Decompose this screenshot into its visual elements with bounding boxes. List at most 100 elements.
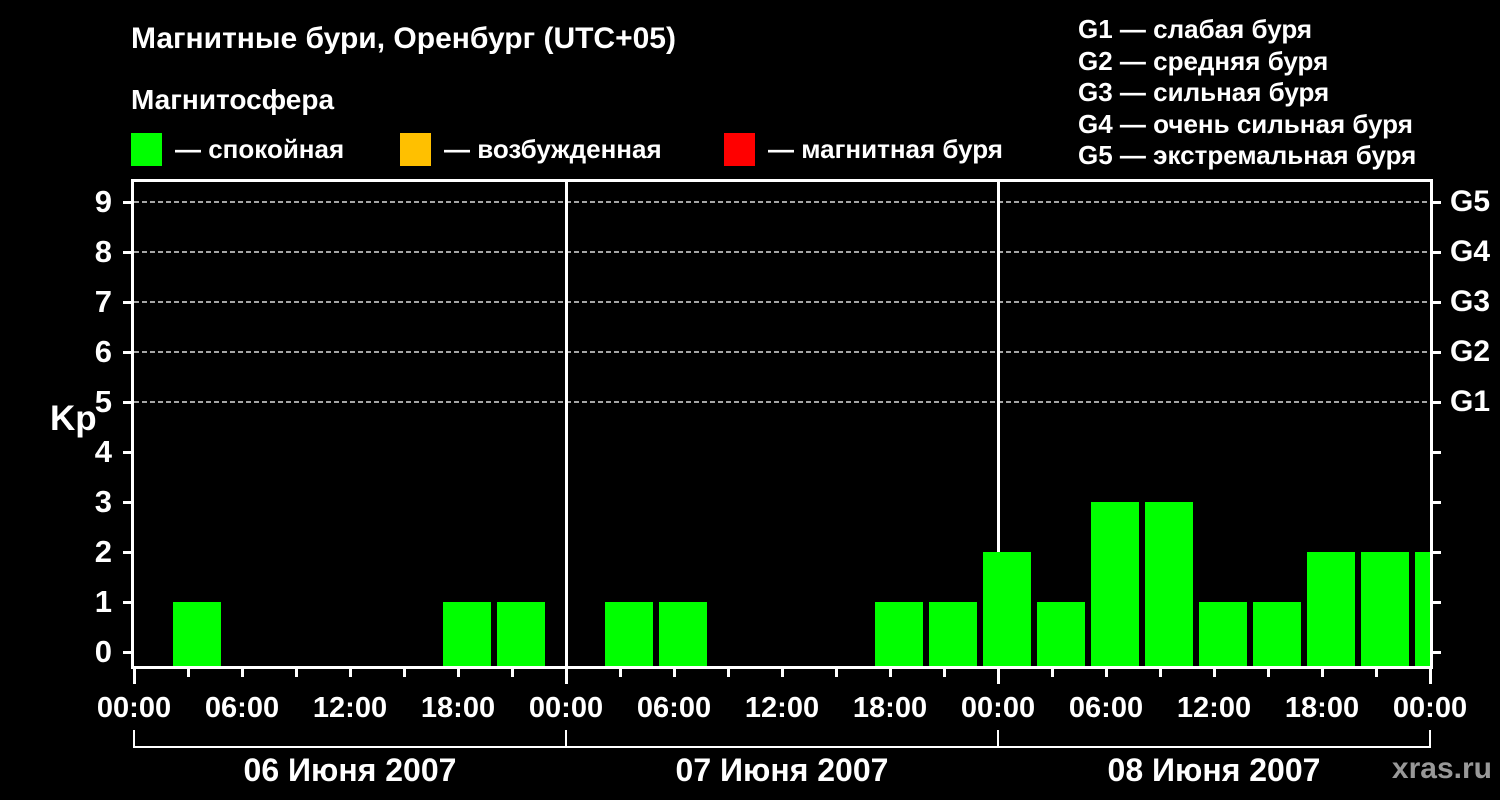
watermark: xras.ru — [1391, 752, 1492, 785]
storm-scale-g1: G1 — слабая буря — [1078, 14, 1313, 44]
y-tick-right — [1433, 350, 1441, 354]
date-bracket-riser — [1429, 730, 1431, 748]
kp-bar — [1253, 602, 1301, 666]
storm-color-swatch — [724, 133, 755, 166]
y-tick-label: 3 — [94, 484, 112, 519]
kp-bar — [929, 602, 977, 666]
plot-border — [131, 179, 1433, 669]
x-tick-minor — [510, 669, 514, 677]
gridline-kp5 — [134, 401, 1430, 403]
date-bracket — [133, 746, 1431, 748]
y-tick-right — [1433, 450, 1441, 454]
x-tick-label: 12:00 — [744, 692, 820, 724]
day-separator — [996, 182, 1000, 666]
x-tick-label: 18:00 — [852, 692, 928, 724]
gridline-kp8 — [134, 251, 1430, 253]
kp-bar — [173, 602, 221, 666]
x-tick-label: 00:00 — [1392, 692, 1468, 724]
x-tick-label: 00:00 — [528, 692, 604, 724]
kp-bar — [443, 602, 491, 666]
y-axis-label: Kp — [50, 399, 97, 438]
x-tick-major — [132, 669, 136, 684]
x-tick-minor — [348, 669, 352, 677]
right-axis-g-label: G5 — [1450, 185, 1491, 218]
legend-item-storm: — магнитная буря — [724, 133, 1003, 166]
x-tick-minor — [402, 669, 406, 677]
gridline-kp7 — [134, 301, 1430, 303]
x-tick-minor — [780, 669, 784, 677]
y-tick-left — [123, 600, 131, 604]
y-tick-right — [1433, 650, 1441, 654]
x-tick-minor — [1266, 669, 1270, 677]
y-tick-left — [123, 550, 131, 554]
legend-excited-label: — возбужденная — [444, 134, 662, 164]
y-tick-label: 7 — [94, 284, 112, 319]
y-tick-label: 1 — [94, 584, 112, 619]
y-tick-label: 8 — [94, 234, 112, 269]
x-tick-minor — [888, 669, 892, 677]
y-tick-left — [123, 250, 131, 254]
x-tick-minor — [186, 669, 190, 677]
x-tick-label: 18:00 — [1284, 692, 1360, 724]
kp-bar — [875, 602, 923, 666]
legend-storm-label: — магнитная буря — [768, 134, 1003, 164]
x-tick-minor — [726, 669, 730, 677]
y-tick-left — [123, 300, 131, 304]
x-tick-minor — [294, 669, 298, 677]
y-tick-right — [1433, 500, 1441, 504]
x-tick-label: 12:00 — [1176, 692, 1252, 724]
date-bracket-riser — [133, 730, 135, 748]
right-axis-g-label: G4 — [1450, 235, 1491, 268]
kp-bar — [1145, 502, 1193, 666]
right-axis-g-label: G2 — [1450, 335, 1491, 368]
kp-bar — [983, 552, 1031, 666]
legend-item-excited: — возбужденная — [400, 133, 662, 166]
date-label: 07 Июня 2007 — [675, 752, 889, 788]
storm-scale-g3: G3 — сильная буря — [1078, 77, 1330, 107]
x-tick-label: 06:00 — [1068, 692, 1144, 724]
y-tick-label: 0 — [94, 634, 112, 669]
page-title: Магнитные бури, Оренбург (UTC+05) — [131, 22, 676, 55]
kp-bar — [1091, 502, 1139, 666]
gridline-kp9 — [134, 201, 1430, 203]
y-tick-left — [123, 500, 131, 504]
x-tick-minor — [1104, 669, 1108, 677]
x-tick-major — [996, 669, 1000, 684]
x-tick-minor — [1158, 669, 1162, 677]
y-tick-label: 4 — [94, 434, 112, 469]
x-tick-label: 00:00 — [96, 692, 172, 724]
y-tick-right — [1433, 600, 1441, 604]
y-tick-right — [1433, 300, 1441, 304]
date-label: 06 Июня 2007 — [243, 752, 457, 788]
day-separator — [564, 182, 568, 666]
y-tick-right — [1433, 200, 1441, 204]
x-tick-label: 06:00 — [636, 692, 712, 724]
kp-bar — [1199, 602, 1247, 666]
legend-quiet-label: — спокойная — [175, 134, 345, 164]
y-tick-right — [1433, 250, 1441, 254]
x-tick-label: 06:00 — [204, 692, 280, 724]
kp-bar — [1307, 552, 1355, 666]
excited-color-swatch — [400, 133, 431, 166]
date-bracket-riser — [997, 730, 999, 748]
quiet-color-swatch — [131, 133, 162, 166]
x-tick-minor — [1320, 669, 1324, 677]
right-axis-g-label: G3 — [1450, 285, 1491, 318]
date-bracket-riser — [565, 730, 567, 748]
kp-bar — [497, 602, 545, 666]
x-tick-minor — [240, 669, 244, 677]
x-tick-minor — [834, 669, 838, 677]
x-tick-minor — [1374, 669, 1378, 677]
legend-item-quiet: — спокойная — [131, 133, 344, 166]
x-tick-minor — [1050, 669, 1054, 677]
y-tick-left — [123, 200, 131, 204]
y-tick-left — [123, 450, 131, 454]
y-tick-left — [123, 350, 131, 354]
x-tick-major — [1428, 669, 1432, 684]
y-tick-label: 6 — [94, 334, 112, 369]
y-tick-left — [123, 650, 131, 654]
gridline-kp6 — [134, 351, 1430, 353]
y-tick-right — [1433, 550, 1441, 554]
right-axis-g-label: G1 — [1450, 385, 1491, 418]
